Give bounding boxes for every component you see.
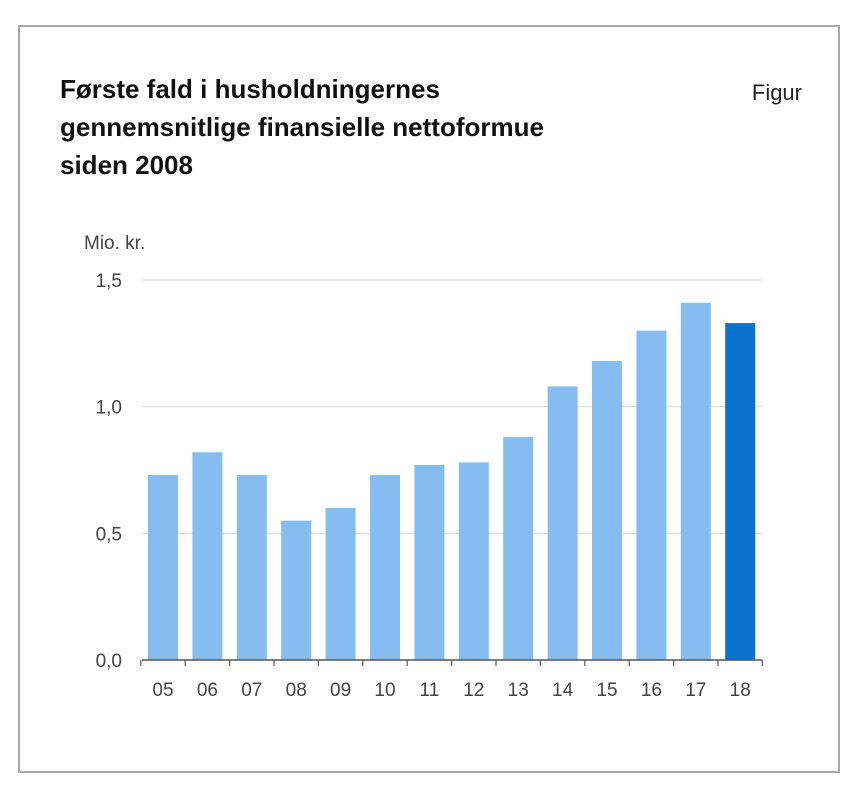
bar-12: [458, 462, 489, 660]
x-tick-label: 14: [552, 680, 574, 701]
axes: [140, 659, 764, 666]
x-tick-label: 16: [641, 680, 662, 701]
y-axis-unit-label: Mio. kr.: [84, 233, 145, 254]
bar-14: [547, 386, 578, 660]
chart-title: Første fald i husholdningernes gennemsni…: [60, 70, 680, 184]
bars: [148, 302, 756, 660]
x-tick-label: 18: [730, 680, 751, 701]
bar-17: [680, 302, 711, 660]
x-tick-label: 10: [374, 680, 395, 701]
bar-16: [636, 330, 667, 660]
x-tick-label: 09: [330, 680, 351, 701]
x-tick-label: 11: [420, 680, 440, 701]
x-tick-label: 13: [508, 680, 529, 701]
bar-15: [592, 361, 622, 660]
bar-18: [725, 323, 756, 660]
y-tick-label: 0,0: [96, 651, 122, 672]
x-tick-label: 15: [596, 680, 617, 701]
y-tick-label: 0,5: [96, 524, 122, 545]
x-tick-label: 05: [152, 680, 173, 701]
y-tick-label: 1,5: [96, 271, 122, 292]
bar-05: [148, 475, 178, 660]
chart-title-line-1: Første fald i husholdningernes: [60, 74, 440, 104]
gridlines: [142, 279, 762, 534]
chart-title-line-3: siden 2008: [60, 150, 193, 180]
x-tick-label: 08: [286, 680, 307, 701]
x-tick-label: 12: [463, 680, 484, 701]
x-tick-label: 17: [685, 680, 706, 701]
y-tick-label: 1,0: [96, 398, 122, 419]
bar-13: [503, 437, 534, 660]
chart-title-line-2: gennemsnitlige finansielle nettoformue: [60, 112, 544, 142]
bar-11: [414, 464, 445, 660]
bar-07: [236, 475, 267, 660]
bar-08: [281, 520, 312, 660]
bar-09: [325, 508, 356, 660]
x-tick-label: 07: [241, 680, 262, 701]
figure-tag: Figur: [751, 80, 802, 105]
bar-10: [370, 475, 400, 660]
tick-labels: 0,0 0,5 1,0 1,5 05 06 07 08 09 10 11 12 13 14 15 16 17 18: [96, 271, 751, 701]
x-tick-label: 06: [197, 680, 218, 701]
bar-06: [192, 452, 223, 660]
